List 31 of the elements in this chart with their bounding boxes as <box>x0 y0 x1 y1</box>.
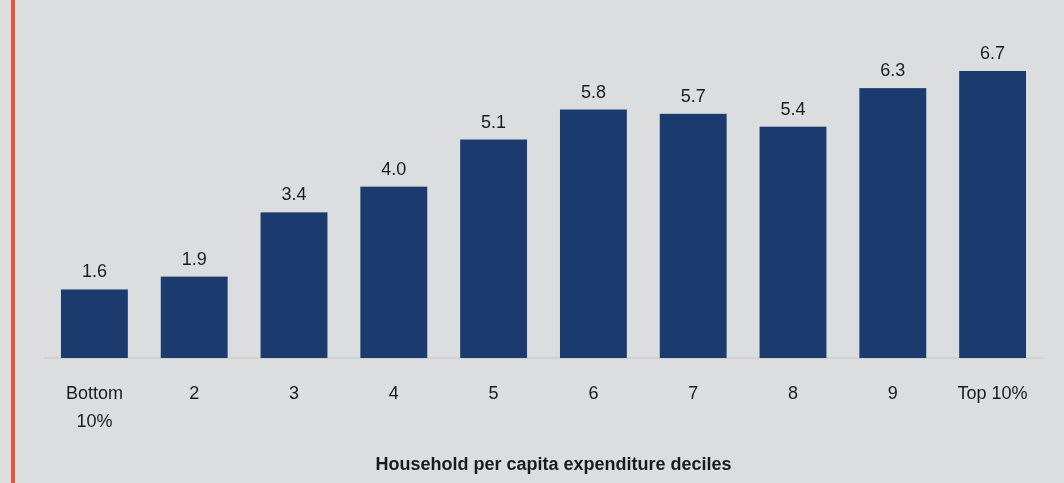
data-label: 4.0 <box>381 158 407 179</box>
bar <box>460 139 528 358</box>
bar <box>260 212 328 358</box>
x-tick-label: 6 <box>588 383 599 403</box>
x-tick-label: 3 <box>288 383 300 403</box>
x-axis-title: Household per capita expenditure deciles <box>375 454 732 474</box>
data-label: 5.4 <box>780 98 806 119</box>
x-tick-label: 7 <box>688 383 699 403</box>
bar <box>859 88 927 358</box>
bar <box>160 276 228 358</box>
data-label: 5.8 <box>580 81 606 102</box>
data-label: 6.3 <box>880 60 906 81</box>
x-tick-label: Top 10% <box>957 383 1028 403</box>
data-label: 1.6 <box>81 261 107 282</box>
x-tick-label: 8 <box>787 383 799 403</box>
data-label: 6.7 <box>980 43 1006 63</box>
bar <box>360 186 428 358</box>
bar <box>959 71 1027 358</box>
bar <box>60 289 128 358</box>
data-label: 3.4 <box>281 184 307 205</box>
x-tick-label: 5 <box>488 383 499 403</box>
bar <box>759 126 827 358</box>
data-label: 5.1 <box>481 111 507 132</box>
data-label: 5.7 <box>680 85 706 106</box>
bar <box>559 109 627 358</box>
x-tick-label: 4 <box>388 383 399 403</box>
x-tick-label: 2 <box>189 383 200 403</box>
bar <box>659 113 727 358</box>
x-tick-label: 9 <box>887 383 898 403</box>
data-label: 1.9 <box>181 248 207 269</box>
x-tick-label: Bottom 10% <box>65 383 123 431</box>
